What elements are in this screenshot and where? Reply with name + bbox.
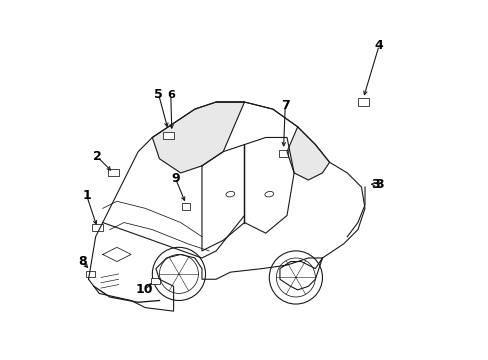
Text: 10: 10 — [136, 283, 153, 296]
Text: 4: 4 — [374, 39, 383, 52]
Text: 6: 6 — [166, 90, 174, 100]
Bar — [86, 271, 95, 277]
Bar — [151, 278, 160, 284]
Polygon shape — [152, 102, 244, 173]
Bar — [279, 150, 287, 157]
Bar — [163, 132, 173, 139]
Bar — [181, 203, 190, 210]
Text: 2: 2 — [93, 150, 102, 163]
Polygon shape — [286, 127, 329, 180]
Text: 3: 3 — [375, 178, 384, 191]
Bar — [108, 169, 119, 176]
Text: 9: 9 — [171, 172, 179, 185]
Text: 8: 8 — [78, 255, 86, 268]
Bar — [357, 98, 368, 106]
Text: 1: 1 — [82, 189, 91, 202]
Text: 5: 5 — [154, 89, 163, 102]
Bar — [92, 224, 102, 231]
Text: 7: 7 — [280, 99, 289, 112]
Text: 3: 3 — [370, 178, 379, 191]
